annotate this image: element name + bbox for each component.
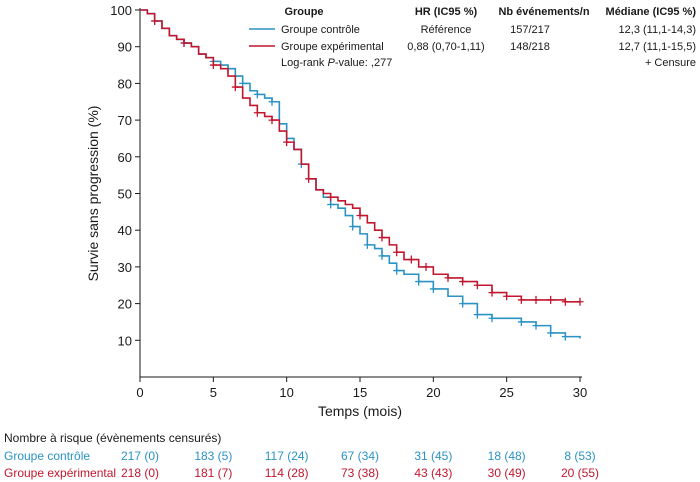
censor-mark (393, 266, 401, 275)
legend-label-experimental: Groupe expérimental (281, 41, 384, 53)
x-tick-label: 30 (573, 385, 587, 400)
x-tick-label: 5 (210, 385, 217, 400)
censor-mark (532, 321, 540, 330)
censor-mark (459, 277, 467, 286)
at-risk-value: 43 (43) (414, 466, 453, 480)
x-tick-label: 10 (279, 385, 293, 400)
y-tick-label: 20 (118, 297, 132, 312)
y-tick-label: 60 (118, 150, 132, 165)
km-curve-experimental (140, 9, 580, 303)
censor-mark (422, 262, 430, 271)
censor-mark (473, 310, 481, 319)
legend-header-group: Groupe (284, 6, 323, 18)
at-risk-value: 8 (53) (564, 449, 596, 463)
at-risk-label-control: Groupe contrôle (4, 449, 91, 463)
x-tick-label: 25 (499, 385, 513, 400)
at-risk-value: 218 (0) (120, 466, 160, 480)
censor-mark (488, 288, 496, 297)
x-tick-label: 20 (426, 385, 440, 400)
at-risk-value: 67 (34) (340, 449, 380, 463)
x-axis-title: Temps (mois) (318, 403, 402, 419)
censor-mark (532, 295, 540, 304)
censor-mark (151, 17, 159, 26)
censor-mark (459, 299, 467, 308)
censor-mark (415, 277, 423, 286)
at-risk-row-control: Groupe contrôle 217 (0) 183 (5) 117 (24) 67… (4, 449, 694, 465)
km-chart: 0 5 10 15 20 25 30 10 20 30 40 50 60 70 80 90 100 Survie… (85, 3, 696, 419)
at-risk-title: Nombre à risque (évènements censurés) (4, 431, 222, 445)
at-risk-row-experimental: Groupe expérimental 218 (0) 181 (7) 114 (2… (4, 466, 694, 482)
censor-mark (378, 251, 386, 260)
legend-header-events: Nb événements/n (498, 6, 589, 18)
censor-mark (305, 174, 313, 183)
x-tick-label: 0 (136, 385, 143, 400)
survival-curves (140, 9, 584, 341)
censor-mark (429, 284, 437, 293)
legend-hr-experimental: 0,88 (0,70-1,11) (407, 41, 484, 53)
censor-mark (327, 193, 335, 202)
censor-mark (268, 116, 276, 125)
censor-mark (503, 292, 511, 301)
legend-censor-note: + Censure (645, 57, 696, 69)
legend-events-experimental: 148/218 (510, 41, 550, 53)
legend-median-experimental: 12,7 (11,1-15,5) (619, 41, 696, 53)
at-risk-label-experimental: Groupe expérimental (4, 466, 117, 480)
y-tick-label: 100 (110, 3, 132, 18)
legend-hr-control: Référence (421, 24, 472, 36)
legend-events-control: 157/217 (510, 24, 550, 36)
axes: 0 5 10 15 20 25 30 10 20 30 40 50 60 70 80 90 100 (110, 3, 587, 400)
at-risk-value: 114 (28) (264, 466, 309, 480)
censor-mark (517, 317, 525, 326)
legend-pvalue: Log-rank P-value: ,277 (281, 57, 392, 69)
at-risk-value: 20 (55) (560, 466, 600, 480)
censor-mark (356, 211, 364, 220)
censor-mark (253, 108, 261, 117)
y-tick-label: 90 (118, 40, 132, 55)
censor-mark (561, 332, 569, 341)
censor-mark (378, 233, 386, 242)
censor-mark (363, 240, 371, 249)
censor-mark (444, 273, 452, 282)
x-tick-label: 15 (353, 385, 367, 400)
at-risk-value: 18 (48) (487, 449, 526, 463)
at-risk-value: 73 (38) (340, 466, 380, 480)
censor-mark (576, 297, 584, 306)
at-risk-value: 217 (0) (120, 449, 160, 463)
legend-label-control: Groupe contrôle (281, 24, 360, 36)
censor-mark (517, 295, 525, 304)
censor-mark (488, 314, 496, 323)
censor-mark (180, 39, 188, 48)
censor-mark (393, 248, 401, 257)
y-tick-label: 80 (118, 76, 132, 91)
y-tick-label: 30 (118, 260, 132, 275)
at-risk-value: 31 (45) (414, 449, 453, 463)
censor-mark (407, 255, 415, 264)
censor-mark (209, 61, 217, 70)
legend: Groupe HR (IC95 %) Nb événements/n Média… (249, 6, 696, 69)
censor-mark (561, 297, 569, 306)
y-tick-label: 70 (118, 113, 132, 128)
censor-mark (231, 83, 239, 92)
at-risk-value: 117 (24) (264, 449, 309, 463)
y-tick-label: 50 (118, 187, 132, 202)
censor-mark (327, 200, 335, 209)
at-risk-value: 181 (7) (194, 466, 233, 480)
legend-header-median: Médiane (IC95 %) (606, 6, 697, 18)
y-tick-label: 40 (118, 223, 132, 238)
legend-header-hr: HR (IC95 %) (415, 6, 478, 18)
censor-mark (239, 79, 247, 88)
censor-mark (547, 295, 555, 304)
y-axis-title: Survie sans progression (%) (85, 106, 101, 282)
censor-mark (349, 222, 357, 231)
censor-mark (547, 328, 555, 337)
at-risk-value: 30 (49) (487, 466, 526, 480)
y-tick-label: 10 (118, 333, 132, 348)
at-risk-value: 183 (5) (194, 449, 233, 463)
censor-mark (283, 138, 291, 147)
legend-median-control: 12,3 (11,1-14,3) (619, 24, 696, 36)
censor-mark (473, 281, 481, 290)
censor-mark (268, 97, 276, 106)
censor-mark (253, 90, 261, 99)
